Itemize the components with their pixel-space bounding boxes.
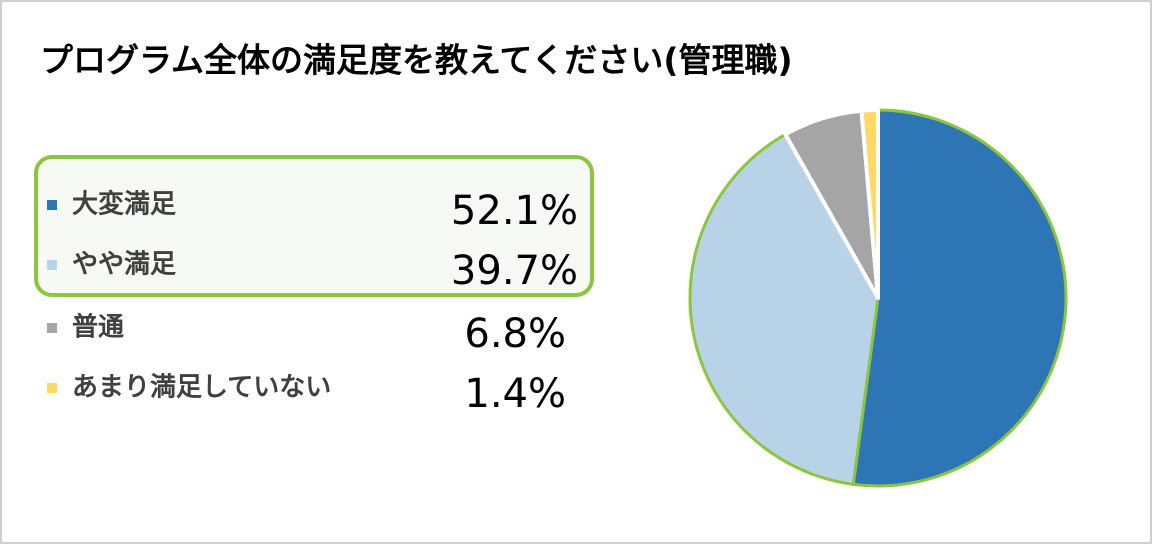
- legend-swatch: [47, 260, 57, 270]
- legend-label: あまり満足していない: [72, 373, 331, 403]
- value-label: 39.7%: [451, 248, 578, 294]
- value-label: 6.8%: [464, 311, 566, 357]
- legend-swatch: [47, 200, 57, 210]
- legend-highlight: [34, 155, 594, 297]
- chart-title: プログラム全体の満足度を教えてください(管理職): [40, 41, 793, 80]
- pie-slice: [859, 108, 880, 300]
- legend-swatch: [47, 323, 57, 333]
- pie-slice: [851, 108, 1068, 488]
- value-label: 52.1%: [451, 188, 578, 234]
- value-label: 1.4%: [464, 371, 566, 417]
- legend-label: やや満足: [72, 250, 176, 280]
- legend-label: 普通: [72, 312, 124, 343]
- legend-swatch: [47, 383, 57, 393]
- legend-label: 大変満足: [72, 189, 176, 220]
- pie-slice: [688, 132, 880, 486]
